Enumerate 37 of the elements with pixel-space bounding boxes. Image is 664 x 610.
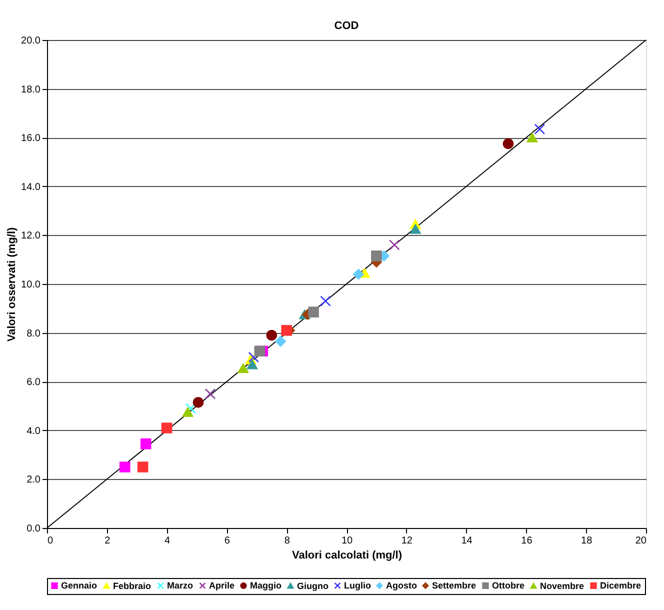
x-tick-label: 16 xyxy=(521,536,533,546)
y-tick-label: 0.0 xyxy=(26,524,41,534)
x-tick-label: 20 xyxy=(635,536,647,546)
x-tick-label: 12 xyxy=(401,536,413,546)
x-tick-label: 6 xyxy=(224,536,230,546)
y-tick-label: 4.0 xyxy=(26,426,41,437)
x-tick-label: 10 xyxy=(341,536,353,546)
legend-label: Ottobre xyxy=(492,580,524,591)
legend-label: Luglio xyxy=(344,580,372,591)
legend-label: Dicembre xyxy=(600,580,642,591)
x-tick-label: 2 xyxy=(104,536,111,546)
legend-label: Novembre xyxy=(540,580,584,591)
y-tick-label: 20.0 xyxy=(21,36,41,46)
legend-label: Agosto xyxy=(386,580,418,591)
x-tick-label: 0 xyxy=(48,536,54,546)
x-tick-label: 18 xyxy=(581,536,593,546)
y-tick-label: 14.0 xyxy=(21,182,41,193)
x-tick-label: 8 xyxy=(284,536,290,546)
y-tick-label: 6.0 xyxy=(26,377,41,388)
y-tick-label: 8.0 xyxy=(26,328,41,340)
legend-label: Gennaio xyxy=(61,580,98,591)
y-tick-label: 10.0 xyxy=(21,280,41,290)
chart-title: COD xyxy=(334,20,359,32)
legend-label: Marzo xyxy=(167,580,194,591)
x-axis-title: Valori calcolati (mg/l) xyxy=(292,550,402,562)
legend-label: Febbraio xyxy=(113,580,152,591)
legend-label: Maggio xyxy=(250,580,282,591)
y-axis-title: Valori osservati (mg/l) xyxy=(6,227,18,342)
legend-label: Settembre xyxy=(432,580,476,591)
y-tick-label: 2.0 xyxy=(26,474,41,486)
x-tick-label: 4 xyxy=(164,536,171,546)
y-tick-label: 12.0 xyxy=(21,230,41,242)
x-tick-label: 14 xyxy=(461,536,473,546)
legend-label: Giugno xyxy=(297,580,329,591)
y-tick-label: 16.0 xyxy=(21,133,41,144)
legend-label: Aprile xyxy=(209,580,235,591)
y-tick-label: 18.0 xyxy=(21,84,41,96)
